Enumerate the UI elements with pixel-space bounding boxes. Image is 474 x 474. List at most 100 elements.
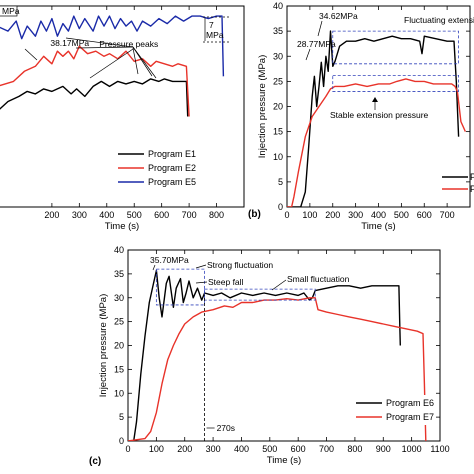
series-line-program-e4 — [287, 78, 467, 207]
annotation-peak-a: 38.17MPa — [50, 38, 89, 48]
series-line-program-e3 — [287, 30, 460, 207]
annotation-mpa-tl: MPa — [2, 6, 20, 16]
annotation-7mpa-unit: MPa — [206, 30, 224, 40]
y-tick-label: 15 — [273, 127, 283, 137]
dashed-box — [204, 288, 316, 301]
y-tick-label: 10 — [273, 152, 283, 162]
series-line-program-e2 — [0, 45, 190, 117]
annotation-arrow — [271, 279, 287, 291]
x-tick-label: 1100 — [430, 444, 449, 454]
annotation-arrow — [317, 20, 323, 37]
x-tick-label: 400 — [371, 210, 386, 220]
legend-label: P — [470, 184, 474, 194]
x-tick-label: 300 — [348, 210, 363, 220]
annotation-arrow — [305, 48, 311, 61]
x-tick-label: 800 — [209, 210, 224, 220]
x-tick-label: 1000 — [402, 444, 422, 454]
x-tick-label: 700 — [440, 210, 455, 220]
x-axis-label: Time (s) — [105, 221, 139, 232]
arrow-head — [372, 97, 378, 102]
x-tick-label: 600 — [291, 444, 306, 454]
annotation-arrow — [132, 46, 157, 79]
x-tick-label: 200 — [177, 444, 192, 454]
dashed-box — [332, 30, 459, 65]
x-tick-label: 800 — [347, 444, 362, 454]
legend-label: Program E1 — [148, 149, 196, 159]
x-tick-label: 300 — [72, 210, 87, 220]
annotation-arrow — [24, 48, 38, 61]
dashed-box — [155, 268, 205, 306]
y-tick-label: 40 — [114, 245, 124, 255]
legend-label: Program E6 — [386, 398, 434, 408]
annotation-7mpa: 7 — [209, 20, 214, 30]
annotation-fluct-ext: Fluctuating extension pressure — [404, 15, 474, 25]
x-tick-label: 400 — [234, 444, 249, 454]
y-tick-label: 20 — [273, 102, 283, 112]
x-tick-label: 500 — [394, 210, 409, 220]
x-tick-label: 0 — [125, 444, 130, 454]
annotation-arrow — [75, 46, 134, 49]
annotation-peak-b: 34.62MPa — [319, 11, 358, 21]
x-tick-label: 900 — [376, 444, 391, 454]
x-tick-label: 700 — [319, 444, 334, 454]
x-tick-label: 200 — [44, 210, 59, 220]
annotation-small: Small fluctuation — [287, 274, 350, 284]
annotation-strong: Strong fluctuation — [207, 260, 273, 270]
annotation-arrow — [195, 264, 207, 269]
chart-panel-b: 0 100 200 300 400 500 600 700 0 5 10 15 20 25 30 35 40 Ti… — [257, 1, 474, 232]
y-tick-label: 25 — [114, 317, 124, 327]
annotation-peak-c: 35.70MPa — [150, 255, 189, 265]
x-tick-label: 600 — [154, 210, 169, 220]
series-group — [0, 15, 225, 117]
annotation-initial-b: 28.77MPa — [297, 39, 336, 49]
annotation-arrow — [65, 37, 134, 48]
annotation-arrow — [89, 48, 134, 79]
y-tick-label: 35 — [114, 269, 124, 279]
x-tick-label: 500 — [127, 210, 142, 220]
x-tick-label: 700 — [182, 210, 197, 220]
series-line-program-e1 — [0, 78, 189, 117]
plot-frame — [0, 5, 245, 208]
x-tick-label: 300 — [206, 444, 221, 454]
annotation-arrow — [152, 264, 156, 271]
series-line-program-e6 — [128, 269, 401, 441]
y-tick-label: 5 — [278, 177, 283, 187]
legend-label: P — [470, 172, 474, 182]
chart-panel-c: 0 100 200 300 400 500 600 700 800 900 1000 1100 0 5 10… — [98, 245, 450, 466]
series-group — [287, 30, 467, 207]
x-axis-label: Time (s) — [361, 221, 395, 232]
annotation-box — [0, 5, 18, 17]
y-tick-label: 10 — [114, 388, 124, 398]
chart-panel-a: 200 300 400 500 600 700 800 Time (s) 38.17MPa Pre… — [0, 5, 245, 232]
y-tick-label: 20 — [114, 341, 124, 351]
x-tick-label: 500 — [262, 444, 277, 454]
dashed-box — [332, 74, 459, 92]
y-tick-label: 35 — [273, 26, 283, 36]
annotation-pressure-peaks: Pressure peaks — [99, 39, 158, 49]
legend-label: Program E2 — [148, 163, 196, 173]
series-line-program-e5 — [0, 15, 225, 77]
x-tick-label: 0 — [284, 210, 289, 220]
legend-label: Program E7 — [386, 412, 434, 422]
y-tick-label: 40 — [273, 1, 283, 11]
x-tick-label: 200 — [325, 210, 340, 220]
x-tick-label: 600 — [417, 210, 432, 220]
y-tick-label: 15 — [114, 364, 124, 374]
x-tick-label: 100 — [149, 444, 164, 454]
y-tick-label: 5 — [119, 412, 124, 422]
y-tick-label: 0 — [119, 436, 124, 446]
annotation-arrow — [195, 281, 208, 284]
x-tick-label: 100 — [302, 210, 317, 220]
annotation-stable-ext: Stable extension pressure — [330, 110, 429, 120]
legend-box — [352, 395, 434, 425]
y-tick-label: 30 — [114, 293, 124, 303]
x-axis-label: Time (s) — [267, 455, 301, 466]
y-tick-label: 0 — [278, 202, 283, 212]
annotation-arrow — [132, 47, 139, 75]
y-axis-label: Injection pressure (MPa) — [257, 55, 268, 158]
y-tick-label: 30 — [273, 51, 283, 61]
legend-label: Program E5 — [148, 177, 196, 187]
annotation-270s: 270s — [217, 423, 235, 433]
y-axis-label: Injection pressure (MPa) — [98, 294, 109, 397]
